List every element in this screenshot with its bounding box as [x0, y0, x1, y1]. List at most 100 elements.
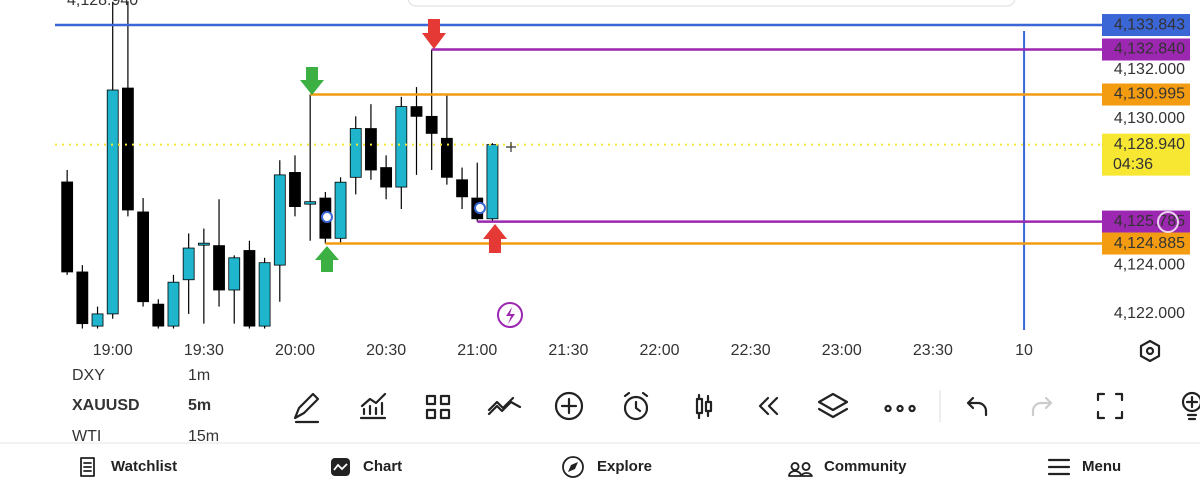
candle-body: [289, 172, 301, 207]
handle[interactable]: [1157, 211, 1179, 233]
candle-body: [228, 257, 241, 291]
price-label: 4,128.940: [1114, 136, 1185, 153]
price-label-box: [1102, 83, 1190, 106]
crosshair: [506, 142, 516, 152]
chart-icon-line: [333, 463, 348, 471]
price-label-box: [1102, 210, 1190, 233]
candle-body: [197, 242, 210, 246]
nav-item[interactable]: Watchlist: [111, 458, 177, 475]
nav-item[interactable]: Community: [824, 458, 907, 475]
x-tick-label: 22:00: [639, 342, 679, 359]
y-tick-label: 4,132.000: [1114, 61, 1185, 78]
replay-tool[interactable]: [758, 396, 779, 416]
undo-button[interactable]: [966, 396, 988, 417]
candle-body: [61, 181, 74, 273]
indicators-tool[interactable]: [359, 392, 387, 420]
bottom-nav: Watchlist Chart Explore Community Menu: [80, 456, 1121, 478]
compare-tool[interactable]: [487, 396, 522, 416]
interval[interactable]: 1m: [188, 367, 210, 384]
add-icon: [560, 397, 578, 415]
price-label: 4,130.995: [1114, 86, 1185, 103]
x-tick-label: 21:00: [457, 342, 497, 359]
sell-arrow: [422, 19, 446, 49]
candle-body: [122, 87, 134, 211]
x-tick-label: 19:30: [184, 342, 224, 359]
community-icon: [788, 462, 813, 477]
layers-tool[interactable]: [817, 392, 849, 419]
price-label: 4,132.840: [1114, 41, 1185, 58]
candle-body: [365, 128, 377, 171]
candle-body: [213, 245, 225, 291]
chart-type-tool[interactable]: [695, 393, 713, 420]
grid-layer: 4,122.000 4,124.000 4,130.000 4,132.000 19:0…: [93, 31, 1185, 359]
templates-tool[interactable]: [425, 394, 451, 420]
candle-body: [258, 262, 271, 327]
ideas-button[interactable]: [1181, 391, 1200, 413]
redo-button[interactable]: [1031, 396, 1053, 417]
sell-arrow: [483, 224, 507, 253]
signal-arrows: [300, 19, 1179, 328]
settings-button[interactable]: [1139, 339, 1161, 363]
interval[interactable]: 15m: [188, 428, 219, 445]
search-box[interactable]: [407, 0, 1016, 7]
x-tick-label: 22:30: [731, 342, 771, 359]
candle-body: [106, 89, 119, 315]
candles: [61, 1, 499, 329]
price-label: 4,125.785: [1114, 213, 1185, 230]
symbol[interactable]: WTI: [72, 428, 101, 445]
lightning-icon: [506, 307, 515, 324]
y-tick-label: 4,122.000: [1114, 305, 1185, 322]
candle-body: [137, 211, 149, 303]
symbol[interactable]: XAUUSD: [72, 397, 140, 414]
marker[interactable]: [474, 202, 486, 214]
price-label: 4,124.885: [1114, 235, 1185, 252]
price-label-box: [1102, 38, 1190, 61]
candle-body: [410, 106, 423, 117]
x-tick-label: 23:00: [822, 342, 862, 359]
candle-body: [349, 128, 362, 178]
menu-icon: [1047, 458, 1071, 476]
candle-body: [380, 167, 393, 188]
toolbar: [293, 390, 1200, 424]
buy-arrow: [315, 246, 339, 272]
alert-icon: [623, 391, 649, 413]
add-tool[interactable]: [554, 391, 584, 421]
candle-body: [334, 181, 347, 239]
candle-body: [152, 303, 165, 327]
interval[interactable]: 5m: [188, 397, 211, 414]
price-label-box: [1102, 14, 1190, 37]
x-tick-label: 10: [1015, 342, 1033, 359]
candle-body: [440, 137, 453, 178]
price-label: 4,133.843: [1114, 16, 1185, 33]
marker[interactable]: [321, 211, 333, 223]
fullscreen-button[interactable]: [1096, 392, 1124, 420]
countdown: 04:36: [1113, 156, 1153, 173]
draw-tool[interactable]: [293, 392, 320, 424]
symbol[interactable]: DXY: [72, 367, 105, 384]
nav-item[interactable]: Explore: [597, 458, 652, 475]
candle-body: [167, 281, 180, 327]
candle-body: [273, 174, 286, 266]
symbol-list: DXY 1m XAUUSD 5m WTI 15m: [72, 367, 219, 445]
nav-item[interactable]: Chart: [363, 458, 402, 475]
candle-body: [395, 106, 408, 188]
price-label-box: [1102, 232, 1190, 255]
price-lines: 4,133.843 4,132.840 4,130.995 4,128.940 04:3…: [55, 14, 1190, 255]
alert-tool[interactable]: [623, 395, 649, 421]
x-tick-label: 19:00: [93, 342, 133, 359]
y-tick-label: 4,124.000: [1114, 256, 1185, 273]
x-tick-label: 20:00: [275, 342, 315, 359]
watchlist-icon: [80, 457, 95, 477]
nav-item[interactable]: Menu: [1082, 458, 1121, 475]
buy-arrow: [300, 67, 324, 95]
candle-body: [304, 201, 317, 205]
candle-body: [76, 271, 89, 325]
candle-body: [486, 144, 499, 220]
settings-icon: [1145, 346, 1155, 356]
more-tool[interactable]: [884, 404, 916, 413]
candle-body: [91, 313, 104, 327]
candle-body: [456, 179, 468, 198]
x-tick-label: 20:30: [366, 342, 406, 359]
candle-body: [425, 115, 438, 134]
